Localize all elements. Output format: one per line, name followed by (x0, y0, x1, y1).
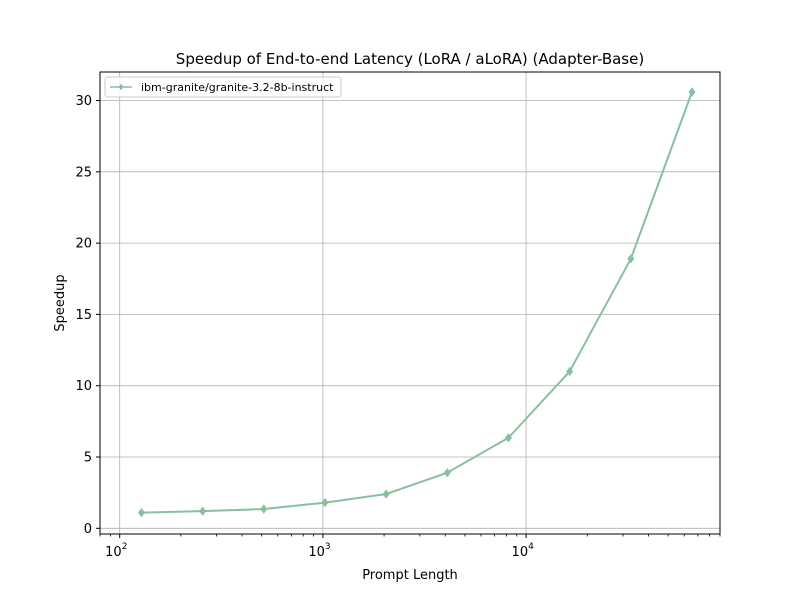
x-tick-label: 10 2 (105, 542, 127, 560)
y-tick-label: 0 (84, 522, 92, 537)
data-point (260, 504, 268, 514)
plot-frame (99, 71, 721, 535)
y-tick-label: 25 (75, 165, 92, 180)
x-tick-label: 10 3 (308, 542, 330, 560)
x-tick-label-exponent: 2 (122, 542, 128, 552)
legend-marker-swatch (118, 83, 124, 91)
y-tick-label: 20 (75, 237, 92, 252)
series-line (141, 91, 693, 514)
x-tick-label-base: 10 (512, 545, 529, 560)
data-point (627, 254, 635, 264)
y-tick-label: 5 (84, 451, 92, 466)
x-tick-label-base: 10 (308, 545, 325, 560)
plot-background (100, 72, 720, 534)
grid (100, 72, 720, 534)
data-point (321, 497, 329, 508)
legend: ibm-granite/granite-3.2-8b-instruct (104, 76, 342, 98)
data-point (688, 87, 696, 97)
legend-box (104, 76, 342, 98)
x-tick-label: 10 4 (512, 542, 535, 560)
y-axis-label: Speedup (53, 274, 68, 331)
x-tick-label-base: 10 (105, 545, 122, 560)
data-point (566, 366, 574, 377)
y-tick-label: 15 (75, 308, 92, 323)
series-layer (137, 87, 696, 518)
y-tick-label: 10 (75, 379, 92, 394)
legend-label: ibm-granite/granite-3.2-8b-instruct (141, 81, 334, 94)
x-tick-label-exponent: 3 (325, 542, 331, 552)
data-point (504, 433, 512, 443)
data-point (137, 507, 145, 518)
x-axis-label: Prompt Length (362, 568, 458, 583)
chart-title: Speedup of End-to-end Latency (LoRA / aL… (176, 50, 644, 68)
data-point (443, 468, 451, 478)
data-point (382, 489, 390, 499)
y-tick-label: 30 (75, 94, 92, 109)
x-tick-label-exponent: 4 (528, 542, 534, 552)
data-point (199, 506, 207, 516)
